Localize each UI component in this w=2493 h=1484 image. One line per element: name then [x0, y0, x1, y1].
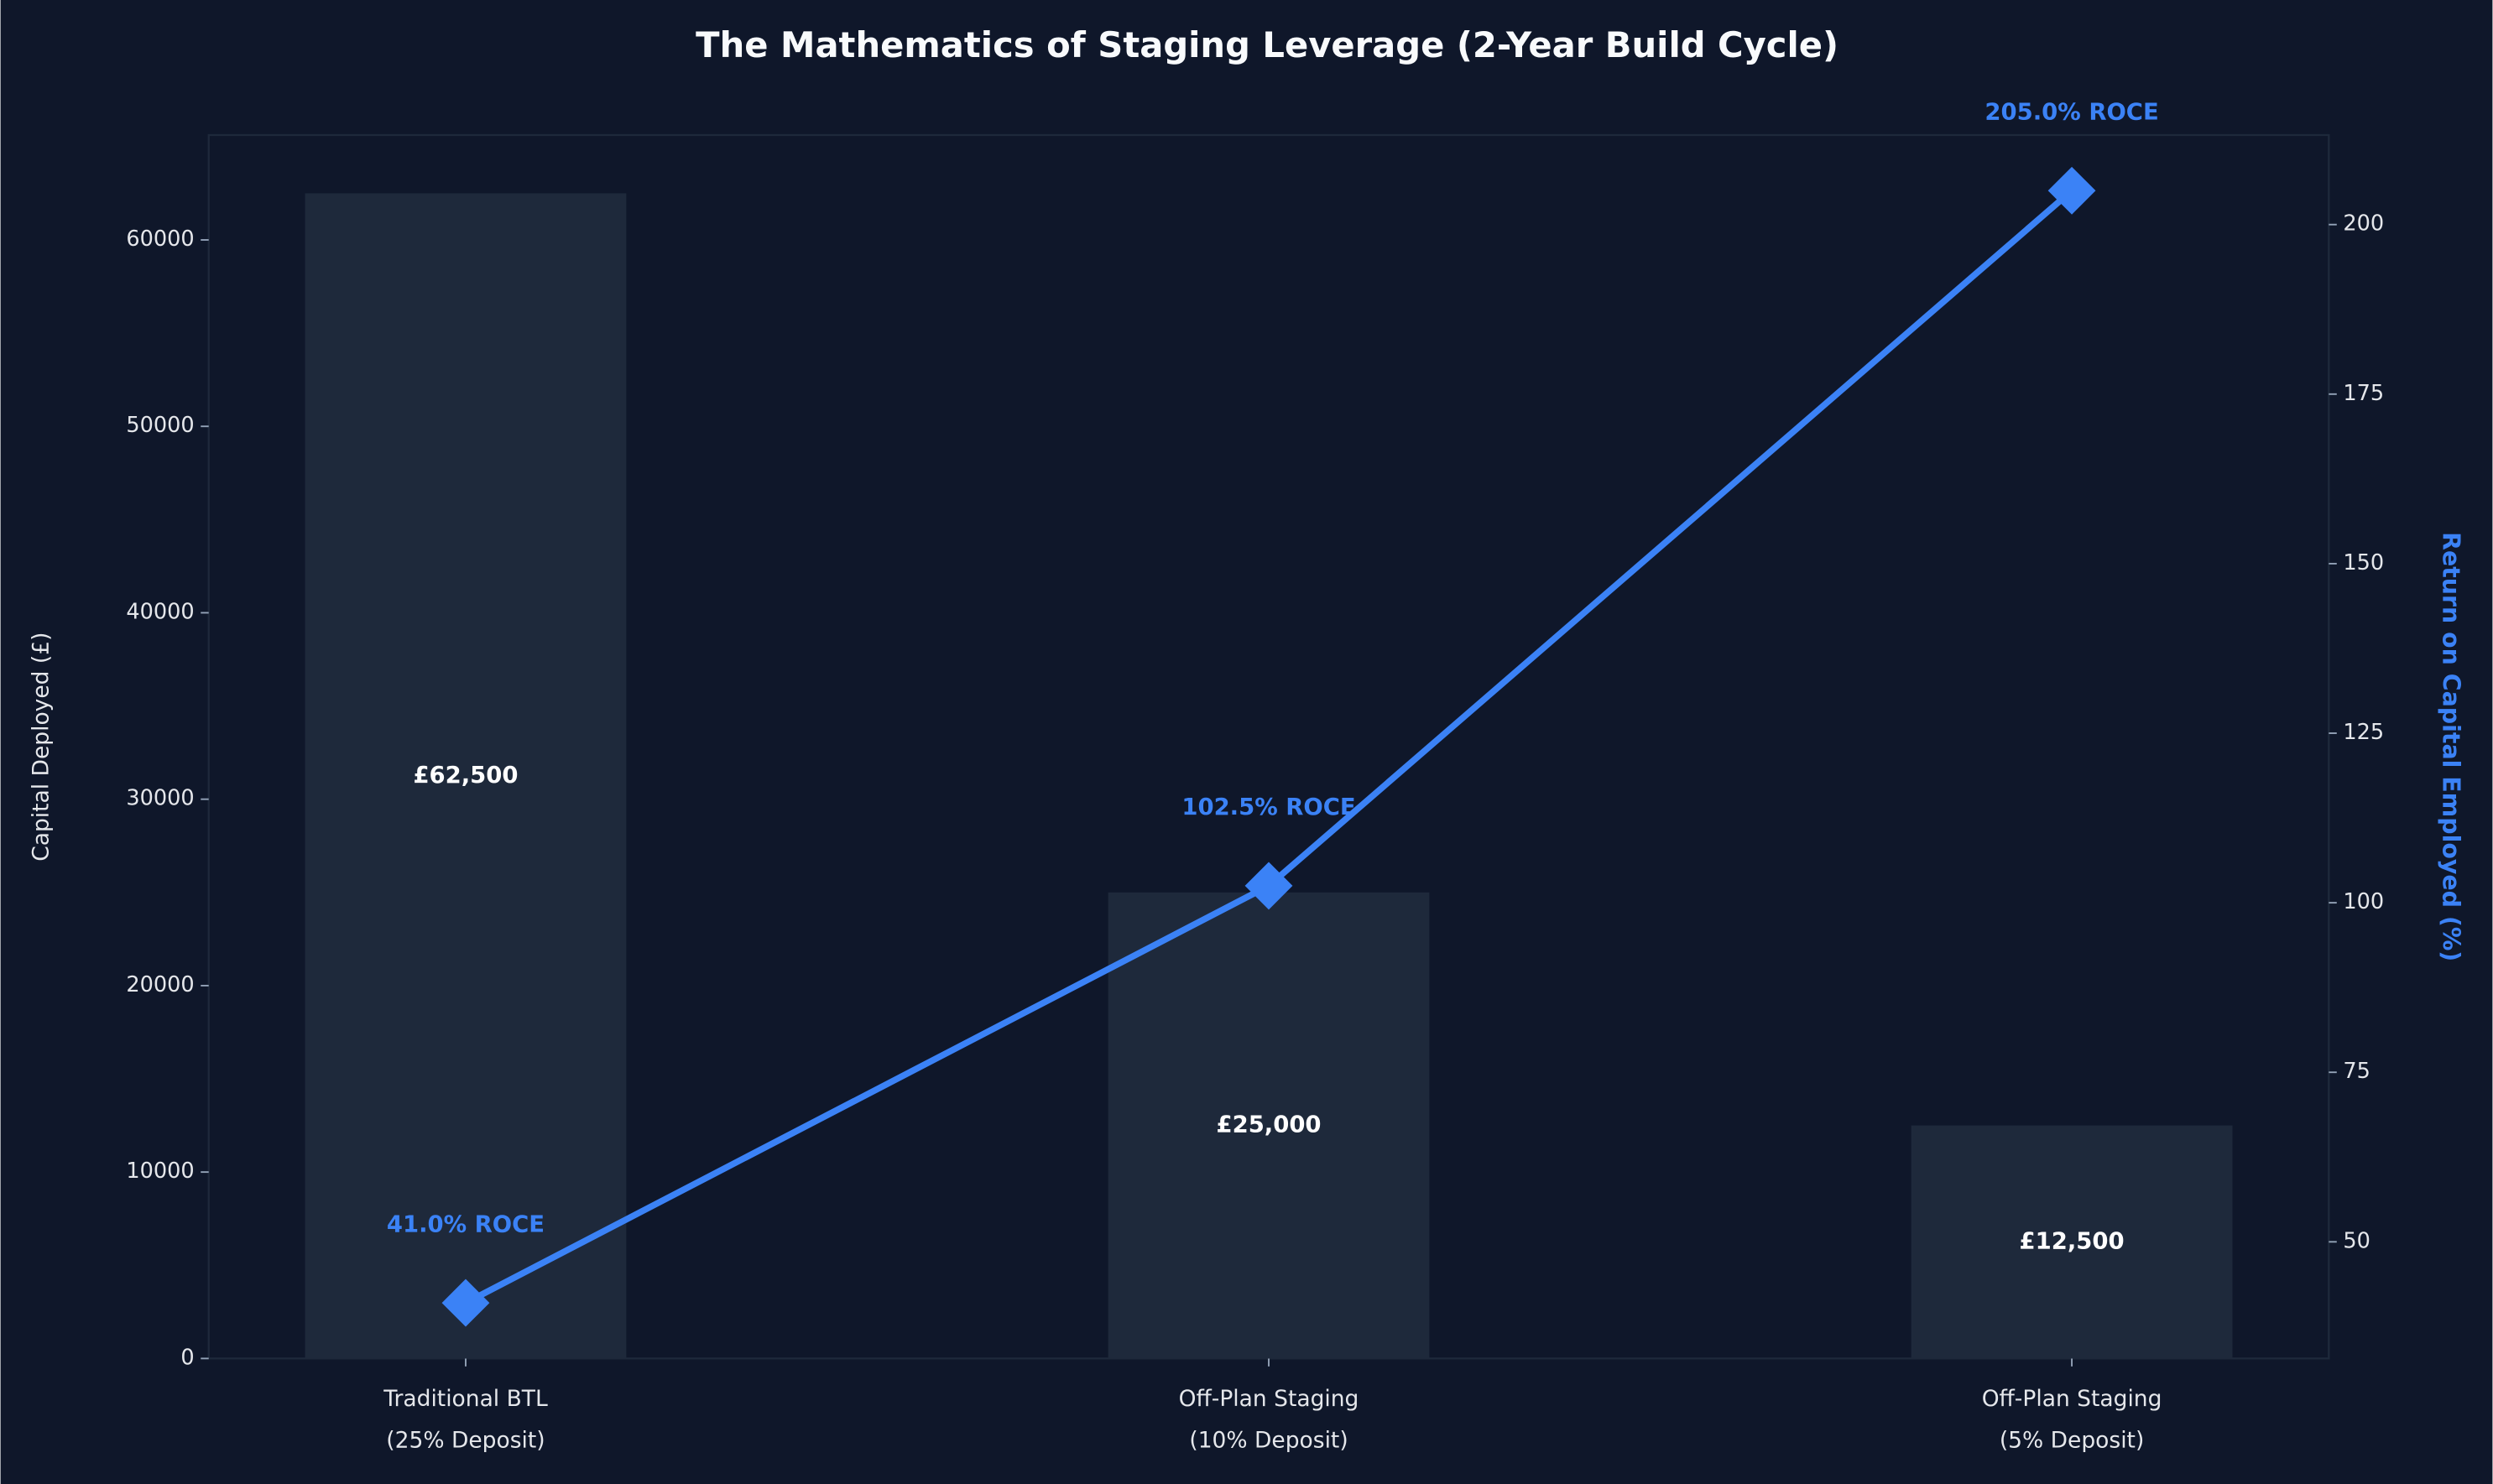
x-tick-label: Off-Plan Staging	[1179, 1386, 1359, 1412]
x-tick-label: (10% Deposit)	[1189, 1427, 1348, 1453]
line-value-label: 205.0% ROCE	[1984, 99, 2158, 125]
line-value-label: 41.0% ROCE	[387, 1211, 545, 1237]
bar-value-label: £25,000	[1216, 1112, 1321, 1138]
bar	[1911, 1125, 2233, 1359]
y2-tick-label: 100	[2343, 889, 2384, 914]
y-tick-label: 10000	[126, 1159, 194, 1184]
y2-tick-label: 75	[2343, 1059, 2370, 1084]
x-tick-label: (5% Deposit)	[2000, 1427, 2144, 1453]
y2-tick-label: 175	[2343, 381, 2384, 406]
y-tick-label: 60000	[126, 227, 194, 252]
y2-tick-label: 150	[2343, 550, 2384, 575]
bar	[305, 193, 627, 1359]
y-tick-label: 50000	[126, 413, 194, 438]
y2-tick-label: 200	[2343, 211, 2384, 237]
x-tick-label: (25% Deposit)	[386, 1427, 545, 1453]
x-tick-label: Off-Plan Staging	[1982, 1386, 2162, 1412]
line-marker	[2047, 166, 2096, 215]
bar-value-label: £62,500	[413, 763, 518, 789]
y-tick-label: 0	[180, 1345, 194, 1370]
chart-title: The Mathematics of Staging Leverage (2-Y…	[696, 24, 1838, 65]
bar-value-label: £12,500	[2020, 1228, 2125, 1254]
x-tick-label: Traditional BTL	[383, 1386, 548, 1412]
y-tick-label: 30000	[126, 786, 194, 811]
y2-axis-label: Return on Capital Employed (%)	[2437, 532, 2464, 961]
line-marker	[1244, 862, 1293, 910]
y-axis-label: Capital Deployed (£)	[28, 633, 54, 862]
y-tick-label: 40000	[126, 599, 194, 624]
y-tick-label: 20000	[126, 972, 194, 997]
y2-tick-label: 50	[2343, 1228, 2370, 1253]
line-value-label: 102.5% ROCE	[1181, 794, 1355, 820]
bar	[1108, 892, 1430, 1359]
y2-tick-label: 125	[2343, 720, 2384, 745]
